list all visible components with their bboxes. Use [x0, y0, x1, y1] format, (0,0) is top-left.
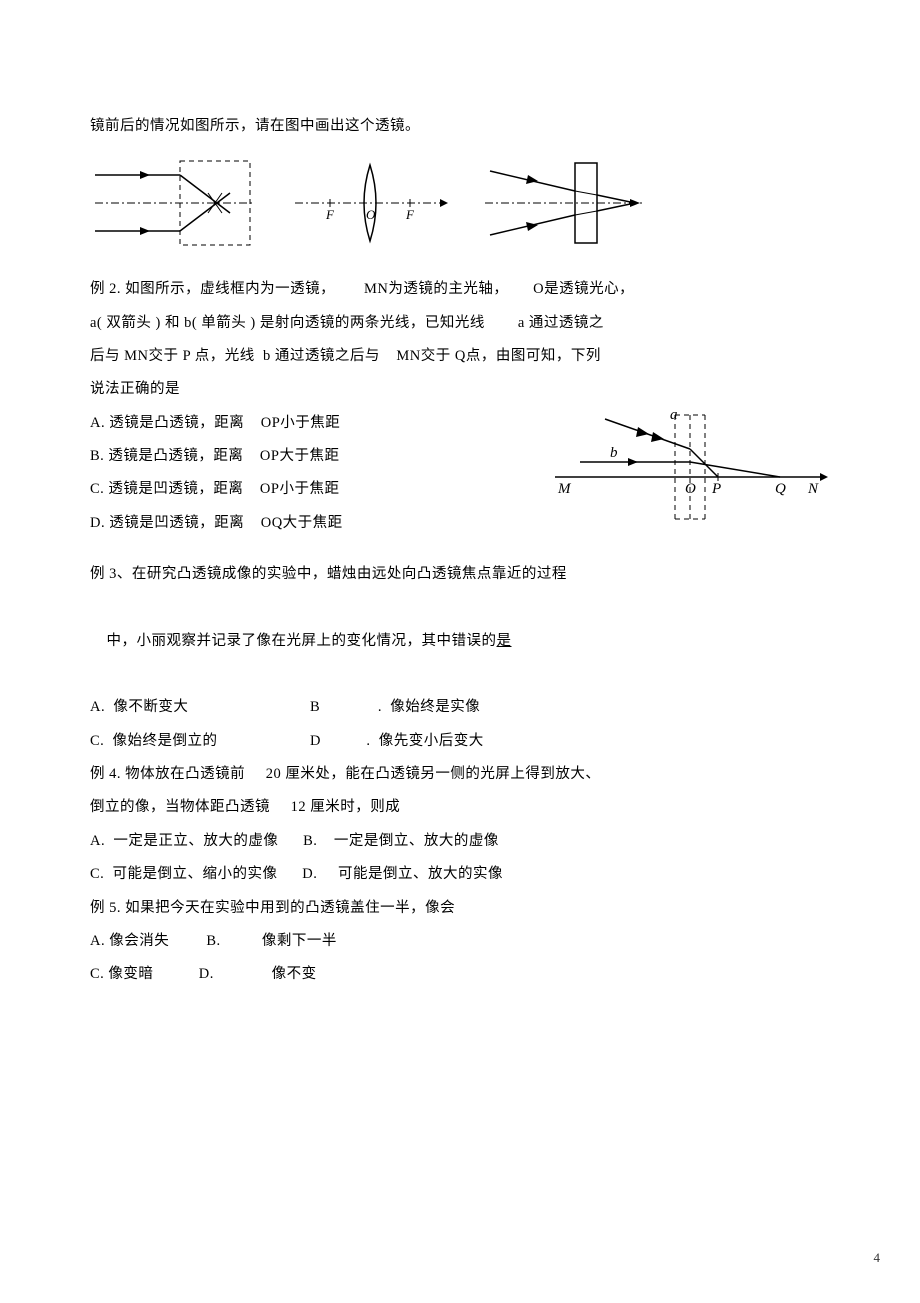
ex3-row2: C. 像始终是倒立的 D . 像先变小后变大	[90, 725, 830, 758]
ex3-optD: D . 像先变小后变大	[310, 725, 484, 758]
ex4-row2: C. 可能是倒立、缩小的实像 D. 可能是倒立、放大的实像	[90, 858, 830, 891]
ex3-optC: C. 像始终是倒立的	[90, 725, 310, 758]
ex4-line1: 例 4. 物体放在凸透镜前 20 厘米处，能在凸透镜另一侧的光屏上得到放大、	[90, 758, 830, 791]
ex5-row1: A. 像会消失 B. 像剩下一半	[90, 925, 830, 958]
ex3-line2: 中，小丽观察并记录了像在光屏上的变化情况，其中错误的是	[90, 591, 830, 691]
ex2-label-P: P	[711, 481, 721, 497]
ex2-label-b: b	[610, 445, 618, 461]
ex4-line2: 倒立的像，当物体距凸透镜 12 厘米时，则成	[90, 791, 830, 824]
ex3-optB: B . 像始终是实像	[310, 691, 480, 724]
ex2-label-O: O	[685, 481, 696, 497]
ex3-line2-underline: 是	[497, 633, 512, 649]
ex3-optA: A. 像不断变大	[90, 691, 310, 724]
ex3-row1: A. 像不断变大 B . 像始终是实像	[90, 691, 830, 724]
ex2-label-M: M	[557, 481, 572, 497]
ex2-label-Q: Q	[775, 481, 786, 497]
page-number: 4	[874, 1243, 881, 1273]
figure-2: F O F	[290, 153, 450, 253]
ex2-label-N: N	[807, 481, 819, 497]
fig2-F-left: F	[325, 207, 335, 222]
figure-1	[90, 153, 260, 253]
ex5-line1: 例 5. 如果把今天在实验中用到的凸透镜盖住一半，像会	[90, 892, 830, 925]
fig2-F-right: F	[405, 207, 415, 222]
fig2-O: O	[366, 207, 376, 222]
intro-line: 镜前后的情况如图所示，请在图中画出这个透镜。	[90, 110, 830, 143]
ex2-line1: 例 2. 如图所示，虚线框内为一透镜， MN为透镜的主光轴， O是透镜光心，	[90, 273, 830, 306]
ex2-line3: 后与 MN交于 P 点，光线 b 通过透镜之后与 MN交于 Q点，由图可知，下列	[90, 340, 830, 373]
top-figure-row: F O F	[90, 153, 830, 253]
ex4-row1: A. 一定是正立、放大的虚像 B. 一定是倒立、放大的虚像	[90, 825, 830, 858]
ex2-line4: 说法正确的是	[90, 373, 830, 406]
ex3-line2-pre: 中，小丽观察并记录了像在光屏上的变化情况，其中错误的	[107, 633, 497, 649]
ex2-line2: a( 双箭头 ) 和 b( 单箭头 ) 是射向透镜的两条光线，已知光线 a 通过…	[90, 307, 830, 340]
figure-3	[480, 153, 650, 253]
ex2-label-a: a	[670, 407, 678, 423]
ex5-row2: C. 像变暗 D. 像不变	[90, 958, 830, 991]
ex2-figure: a b M O P Q N	[550, 407, 830, 550]
ex3-line1: 例 3、在研究凸透镜成像的实验中，蜡烛由远处向凸透镜焦点靠近的过程	[90, 558, 830, 591]
